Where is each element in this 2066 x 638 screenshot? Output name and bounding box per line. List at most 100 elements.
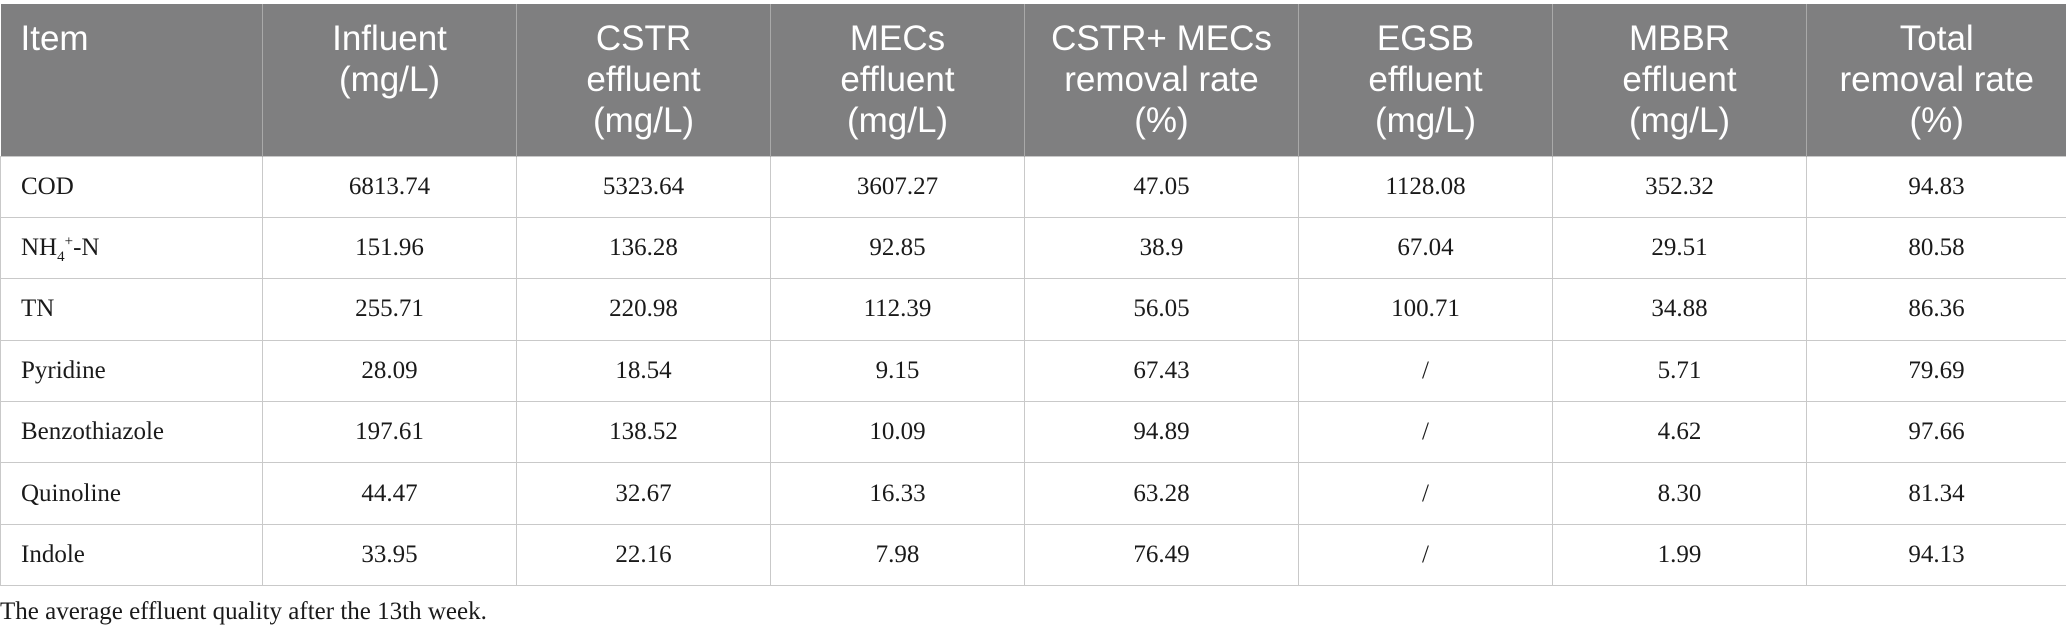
column-header-line: (%) <box>1909 101 1964 140</box>
column-header-line: MECs <box>849 19 946 58</box>
table-cell-egsb-effluent: 100.71 <box>1298 278 1553 341</box>
table-cell-cstr-effluent: 22.16 <box>516 523 771 587</box>
row-item-base: NH <box>21 234 58 262</box>
row-item-label: Indole <box>0 523 263 587</box>
table-cell-cstr-mecs-removal-rate: 67.43 <box>1024 339 1299 403</box>
column-header-egsb-effluent: EGSB effluent (mg/L) <box>1298 4 1553 156</box>
table-cell-cstr-effluent: 18.54 <box>516 339 771 403</box>
column-header-item: Item <box>0 4 263 156</box>
table-cell-influent: 151.96 <box>262 216 517 280</box>
column-header-line: effluent <box>840 60 955 99</box>
table-cell-mbbr-effluent: 1.99 <box>1552 523 1807 587</box>
table-cell-mecs-effluent: 112.39 <box>770 278 1025 341</box>
table-row: NH4+-N 151.96 136.28 92.85 38.9 67.04 29.51 80.… <box>0 216 2066 280</box>
row-item-base: TN <box>21 295 55 323</box>
table-row: TN 255.71 220.98 112.39 56.05 100.71 34.88 86.3… <box>0 278 2066 341</box>
row-item-label: Benzothiazole <box>0 401 263 464</box>
column-header-cstr-effluent: CSTR effluent (mg/L) <box>516 4 771 156</box>
table-cell-cstr-mecs-removal-rate: 38.9 <box>1024 216 1299 280</box>
column-header-line: Item <box>20 19 89 58</box>
table-cell-total-removal-rate: 94.83 <box>1806 155 2066 218</box>
table-cell-mecs-effluent: 10.09 <box>770 401 1025 464</box>
table-cell-egsb-effluent: 1128.08 <box>1298 155 1553 218</box>
table-cell-influent: 255.71 <box>262 278 517 341</box>
column-header-cstr-mecs-removal-rate: CSTR+ MECs removal rate (%) <box>1024 4 1299 156</box>
column-header-line: removal rate <box>1064 60 1259 99</box>
table-cell-cstr-mecs-removal-rate: 63.28 <box>1024 462 1299 525</box>
table-cell-cstr-mecs-removal-rate: 76.49 <box>1024 523 1299 587</box>
table-cell-egsb-effluent: / <box>1298 401 1553 464</box>
table-cell-cstr-mecs-removal-rate: 47.05 <box>1024 155 1299 218</box>
table-cell-mecs-effluent: 92.85 <box>770 216 1025 280</box>
table-cell-total-removal-rate: 97.66 <box>1806 401 2066 464</box>
table-cell-cstr-effluent: 136.28 <box>516 216 771 280</box>
table-cell-cstr-mecs-removal-rate: 56.05 <box>1024 278 1299 341</box>
table-cell-mbbr-effluent: 5.71 <box>1552 339 1807 403</box>
table-cell-cstr-mecs-removal-rate: 94.89 <box>1024 401 1299 464</box>
table-cell-mbbr-effluent: 8.30 <box>1552 462 1807 525</box>
column-header-line: (mg/L) <box>846 101 949 140</box>
table-header: Item Influent (mg/L) CSTR effluent (mg/L) MECs… <box>0 4 2066 156</box>
column-header-line: (mg/L) <box>338 60 441 99</box>
table-cell-mecs-effluent: 9.15 <box>770 339 1025 403</box>
column-header-influent: Influent (mg/L) <box>262 4 517 156</box>
column-header-line: effluent <box>1622 60 1737 99</box>
table-cell-cstr-effluent: 220.98 <box>516 278 771 341</box>
column-header-line: MBBR <box>1628 19 1731 58</box>
column-header-line: EGSB <box>1376 19 1475 58</box>
row-item-sub: 4 <box>57 249 65 266</box>
table-cell-influent: 44.47 <box>262 462 517 525</box>
table-cell-egsb-effluent: / <box>1298 339 1553 403</box>
header-row: Item Influent (mg/L) CSTR effluent (mg/L) MECs… <box>0 4 2066 156</box>
table-cell-mbbr-effluent: 34.88 <box>1552 278 1807 341</box>
table-cell-mbbr-effluent: 4.62 <box>1552 401 1807 464</box>
table-cell-total-removal-rate: 81.34 <box>1806 462 2066 525</box>
table-cell-mecs-effluent: 3607.27 <box>770 155 1025 218</box>
table-cell-influent: 197.61 <box>262 401 517 464</box>
table-cell-cstr-effluent: 5323.64 <box>516 155 771 218</box>
table-row: Pyridine 28.09 18.54 9.15 67.43/5.71 79.69 <box>0 339 2066 403</box>
row-item-base: Pyridine <box>21 356 106 384</box>
table-cell-influent: 33.95 <box>262 523 517 587</box>
column-header-line: (mg/L) <box>1374 101 1477 140</box>
table-cell-mbbr-effluent: 352.32 <box>1552 155 1807 218</box>
table-row: COD 6813.74 5323.64 3607.27 47.05 1128.08 352.… <box>0 155 2066 218</box>
table-cell-total-removal-rate: 86.36 <box>1806 278 2066 341</box>
table-cell-mecs-effluent: 7.98 <box>770 523 1025 587</box>
table-body: COD 6813.74 5323.64 3607.27 47.05 1128.08 352.… <box>0 155 2066 587</box>
column-header-mecs-effluent: MECs effluent (mg/L) <box>770 4 1025 156</box>
table-cell-egsb-effluent: / <box>1298 462 1553 525</box>
table-cell-cstr-effluent: 138.52 <box>516 401 771 464</box>
column-header-total-removal-rate: Total removal rate (%) <box>1806 4 2066 156</box>
column-header-line: CSTR <box>595 19 692 58</box>
row-item-label: Quinoline <box>0 462 263 525</box>
table-cell-total-removal-rate: 94.13 <box>1806 523 2066 587</box>
table-row: Quinoline 44.47 32.67 16.33 63.28/8.30 81.34 <box>0 462 2066 525</box>
column-header-line: removal rate <box>1839 60 2035 99</box>
column-header-line: (%) <box>1134 101 1189 140</box>
column-header-line: effluent <box>1368 60 1483 99</box>
column-header-line: CSTR+ MECs <box>1051 19 1272 58</box>
row-item-label: COD <box>0 155 263 218</box>
table-row: Indole 33.95 22.16 7.98 76.49/1.99 94.13 <box>0 523 2066 587</box>
table-cell-mecs-effluent: 16.33 <box>770 462 1025 525</box>
row-item-label: TN <box>0 278 263 341</box>
row-item-base: Quinoline <box>21 479 121 507</box>
row-item-base: Benzothiazole <box>21 418 164 446</box>
row-item-label: NH4+-N <box>0 216 263 280</box>
row-item-label: Pyridine <box>0 339 263 403</box>
table-cell-influent: 6813.74 <box>262 155 517 218</box>
column-header-line: Total <box>1899 19 1974 58</box>
row-item-base: COD <box>21 172 74 200</box>
table-cell-egsb-effluent: 67.04 <box>1298 216 1553 280</box>
row-item-sup: + <box>64 233 74 250</box>
column-header-line: (mg/L) <box>1628 101 1731 140</box>
table-cell-total-removal-rate: 80.58 <box>1806 216 2066 280</box>
effluent-quality-table: Item Influent (mg/L) CSTR effluent (mg/L) MECs… <box>0 4 2066 587</box>
column-header-line: (mg/L) <box>592 101 695 140</box>
table-cell-mbbr-effluent: 29.51 <box>1552 216 1807 280</box>
column-header-line: Influent <box>332 19 447 58</box>
table-footnote: The average effluent quality after the 1… <box>0 598 487 625</box>
table-cell-total-removal-rate: 79.69 <box>1806 339 2066 403</box>
column-header-mbbr-effluent: MBBR effluent (mg/L) <box>1552 4 1807 156</box>
